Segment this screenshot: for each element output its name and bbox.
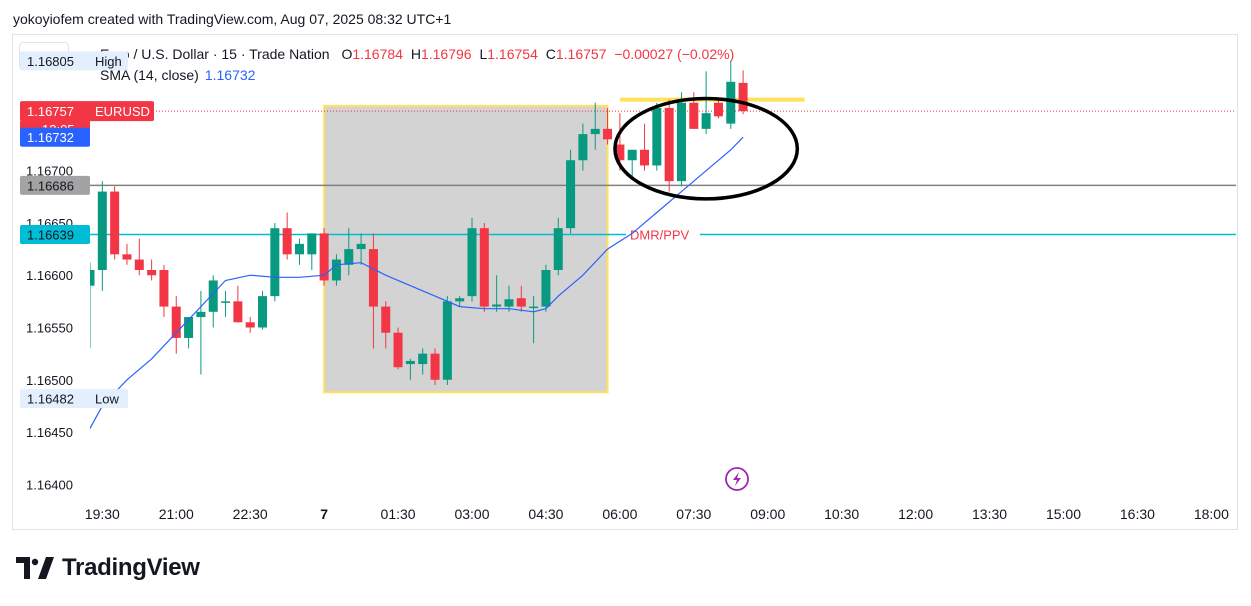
brand-name: TradingView: [62, 554, 200, 581]
high-label: H: [410, 46, 421, 62]
open-label: O: [341, 46, 353, 62]
currency-button[interactable]: USD: [19, 42, 69, 70]
symbol-description[interactable]: Euro / U.S. Dollar · 15 · Trade Nation: [100, 46, 330, 62]
close-label: C: [545, 46, 556, 62]
tradingview-logo: TradingView: [16, 554, 200, 582]
open-value: 1.16784: [352, 46, 403, 62]
close-value: 1.16757: [555, 46, 607, 62]
chart-frame: [12, 34, 1238, 530]
sma-legend[interactable]: SMA (14, close) 1.16732: [100, 67, 255, 83]
tradingview-logo-icon: [16, 557, 54, 579]
low-value: 1.16754: [487, 46, 538, 62]
chart-header: yokoyiofem created with TradingView.com,…: [13, 11, 452, 27]
sma-label: SMA (14, close): [100, 67, 199, 83]
sma-value: 1.16732: [204, 67, 256, 83]
change-value: −0.00027 (−0.02%): [614, 46, 735, 62]
ohlc-legend: Euro / U.S. Dollar · 15 · Trade Nation O…: [100, 46, 734, 62]
low-label: L: [479, 46, 488, 62]
high-value: 1.16796: [420, 46, 472, 62]
